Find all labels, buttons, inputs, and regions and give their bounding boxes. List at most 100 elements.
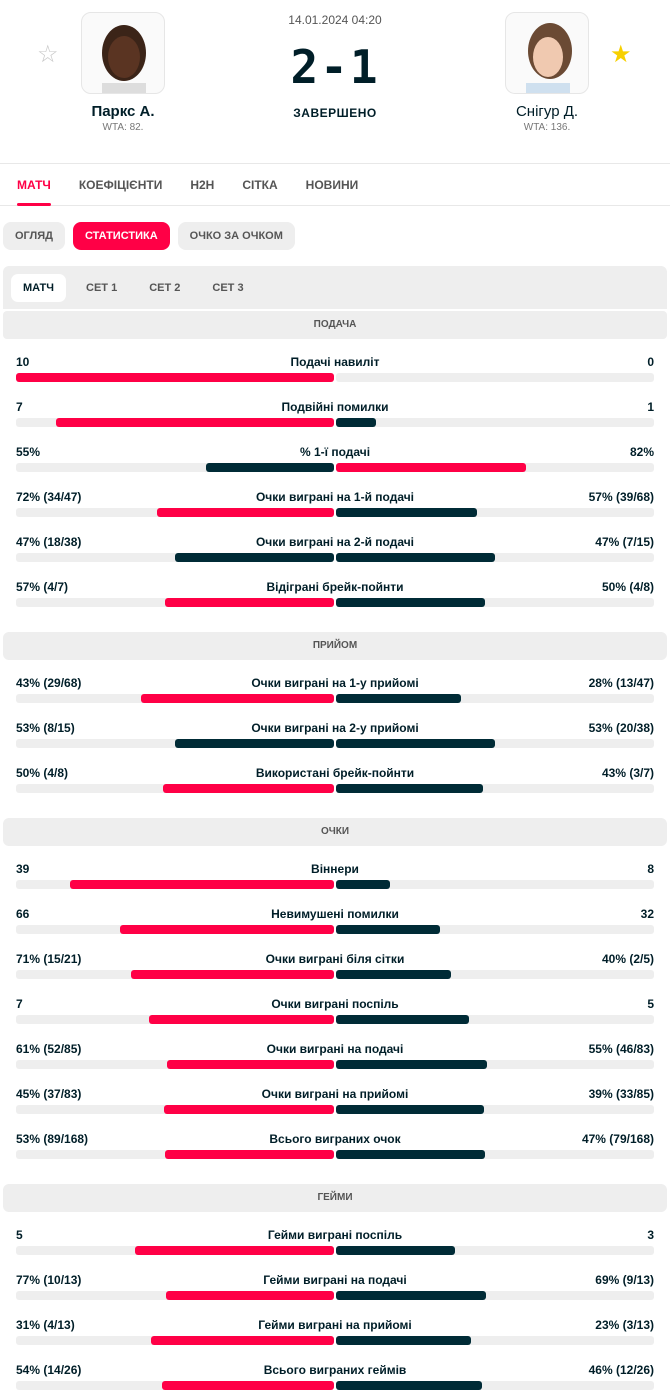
stat-row: 7 Подвійні помилки 1 bbox=[3, 384, 667, 429]
stat-label: Всього виграних очок bbox=[269, 1132, 401, 1146]
stat-row: 47% (18/38) Очки виграні на 2-й подачі 47%… bbox=[3, 519, 667, 564]
stat-label: Очки виграні на прийомі bbox=[261, 1087, 409, 1101]
away-value: 39% (33/85) bbox=[588, 1087, 654, 1101]
home-value: 77% (10/13) bbox=[16, 1273, 82, 1287]
away-bar-track bbox=[336, 1150, 654, 1159]
period-tabs: МАТЧ СЕТ 1 СЕТ 2 СЕТ 3 bbox=[3, 266, 667, 309]
match-header: ☆ Паркс А. WTA: 82. 14.01.2024 04:20 2-1… bbox=[0, 0, 670, 164]
pill-point-by-point[interactable]: ОЧКО ЗА ОЧКОМ bbox=[177, 222, 295, 250]
home-bar-track bbox=[16, 1150, 334, 1159]
home-bar-fill bbox=[151, 1336, 334, 1345]
period-tab-set-2[interactable]: СЕТ 2 bbox=[149, 282, 181, 294]
home-bar-track bbox=[16, 508, 334, 517]
avatar-away[interactable] bbox=[505, 12, 589, 94]
away-bar-track bbox=[336, 925, 654, 934]
stat-label: % 1-ї подачі bbox=[299, 445, 371, 459]
away-bar-track bbox=[336, 463, 654, 472]
home-bar-fill bbox=[148, 1015, 334, 1024]
stat-row: 72% (34/47) Очки виграні на 1-й подачі 57%… bbox=[3, 474, 667, 519]
statistics-panel: МАТЧ СЕТ 1 СЕТ 2 СЕТ 3 ПОДАЧА 10 Подачі на… bbox=[3, 266, 667, 1392]
home-value: 66 bbox=[16, 907, 30, 921]
home-bar-fill bbox=[135, 1246, 334, 1255]
tab-h2h[interactable]: H2H bbox=[190, 178, 215, 192]
favorite-star-icon-home[interactable]: ☆ bbox=[37, 41, 59, 68]
away-bar-track bbox=[336, 1105, 654, 1114]
period-tab-set-1[interactable]: СЕТ 1 bbox=[86, 282, 118, 294]
period-tab-set-3[interactable]: СЕТ 3 bbox=[212, 282, 244, 294]
away-value: 46% (12/26) bbox=[588, 1363, 654, 1377]
away-bar-track bbox=[336, 1381, 654, 1390]
home-bar-fill bbox=[119, 925, 334, 934]
home-bar-fill bbox=[130, 970, 334, 979]
stat-label: Невимушені помилки bbox=[271, 907, 399, 921]
stat-row: 53% (8/15) Очки виграні на 2-у прийомі 53%… bbox=[3, 705, 667, 750]
stat-row: 5 Гейми виграні поспіль 3 bbox=[3, 1212, 667, 1257]
player-rank-away: WTA: 136. bbox=[523, 122, 571, 133]
stat-sections: ПОДАЧА 10 Подачі навиліт 0 7 Подвійні помилки… bbox=[3, 311, 667, 1392]
home-bar-track bbox=[16, 1291, 334, 1300]
sub-navigation: ОГЛЯД СТАТИСТИКА ОЧКО ЗА ОЧКОМ bbox=[0, 206, 670, 250]
home-value: 43% (29/68) bbox=[16, 676, 82, 690]
home-value: 71% (15/21) bbox=[16, 952, 82, 966]
away-value: 32 bbox=[640, 907, 654, 921]
stat-label: Очки виграні на подачі bbox=[266, 1042, 404, 1056]
tab-news[interactable]: НОВИНИ bbox=[305, 178, 359, 192]
home-bar-fill bbox=[16, 373, 334, 382]
stat-row: 55% % 1-ї подачі 82% bbox=[3, 429, 667, 474]
home-bar-track bbox=[16, 1105, 334, 1114]
away-bar-track bbox=[336, 970, 654, 979]
away-bar-fill bbox=[336, 418, 376, 427]
home-value: 31% (4/13) bbox=[16, 1318, 75, 1332]
stat-label: Гейми виграні на прийомі bbox=[258, 1318, 412, 1332]
away-bar-track bbox=[336, 553, 654, 562]
favorite-star-icon-away[interactable]: ★ bbox=[610, 41, 632, 68]
home-value: 47% (18/38) bbox=[16, 535, 82, 549]
away-bar-track bbox=[336, 1015, 654, 1024]
player-rank-home: WTA: 82. bbox=[102, 122, 144, 133]
away-bar-fill bbox=[336, 1015, 469, 1024]
away-bar-fill bbox=[336, 1150, 486, 1159]
away-bar-fill bbox=[336, 1336, 472, 1345]
stat-row: 10 Подачі навиліт 0 bbox=[3, 339, 667, 384]
away-value: 1 bbox=[647, 400, 654, 414]
away-bar-fill bbox=[336, 463, 527, 472]
away-value: 50% (4/8) bbox=[601, 580, 654, 594]
home-value: 10 bbox=[16, 355, 30, 369]
tab-odds[interactable]: КОЕФІЦІЄНТИ bbox=[78, 178, 163, 192]
home-bar-track bbox=[16, 1381, 334, 1390]
away-bar-track bbox=[336, 880, 654, 889]
home-value: 57% (4/7) bbox=[16, 580, 69, 594]
home-bar-track bbox=[16, 1060, 334, 1069]
period-tab-match[interactable]: МАТЧ bbox=[11, 274, 67, 302]
away-bar-track bbox=[336, 418, 654, 427]
home-bar-fill bbox=[164, 598, 334, 607]
tab-match[interactable]: МАТЧ bbox=[17, 164, 51, 206]
stat-label: Гейми виграні поспіль bbox=[267, 1228, 403, 1242]
home-bar-track bbox=[16, 463, 334, 472]
stat-label: Очки виграні на 1-й подачі bbox=[255, 490, 415, 504]
away-value: 40% (2/5) bbox=[601, 952, 654, 966]
pill-statistics[interactable]: СТАТИСТИКА bbox=[72, 222, 170, 250]
away-bar-fill bbox=[336, 784, 484, 793]
home-bar-fill bbox=[165, 1150, 334, 1159]
home-value: 61% (52/85) bbox=[16, 1042, 82, 1056]
stat-row: 66 Невимушені помилки 32 bbox=[3, 891, 667, 936]
home-bar-track bbox=[16, 1246, 334, 1255]
away-value: 28% (13/47) bbox=[588, 676, 654, 690]
home-value: 53% (8/15) bbox=[16, 721, 75, 735]
home-bar-fill bbox=[163, 1105, 334, 1114]
stat-label: Подвійні помилки bbox=[281, 400, 389, 414]
home-bar-track bbox=[16, 880, 334, 889]
pill-summary[interactable]: ОГЛЯД bbox=[3, 222, 65, 250]
home-bar-fill bbox=[55, 418, 334, 427]
avatar-home[interactable] bbox=[81, 12, 165, 94]
match-date: 14.01.2024 04:20 bbox=[288, 13, 382, 27]
home-value: 45% (37/83) bbox=[16, 1087, 82, 1101]
away-bar-fill bbox=[336, 1105, 484, 1114]
home-bar-track bbox=[16, 1015, 334, 1024]
player-name-away[interactable]: Снігур Д. bbox=[515, 103, 579, 120]
player-name-home[interactable]: Паркс А. bbox=[91, 103, 155, 120]
home-bar-fill bbox=[166, 1291, 334, 1300]
away-bar-track bbox=[336, 1246, 654, 1255]
tab-draw[interactable]: СІТКА bbox=[242, 178, 278, 192]
